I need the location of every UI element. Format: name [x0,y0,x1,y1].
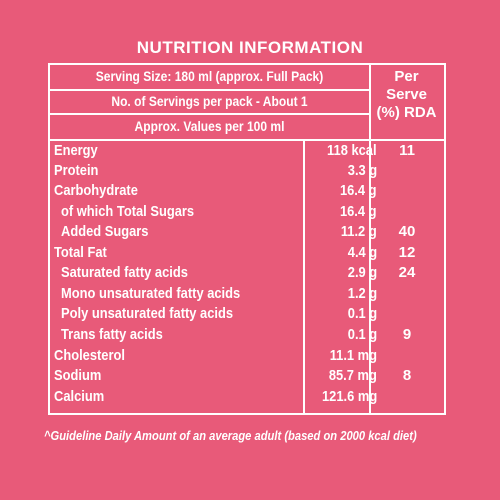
panel-title: NUTRITION INFORMATION [136,38,364,57]
nutrient-row-carbohydrate: Carbohydrate 16.4 g [0,182,500,202]
nutrient-row-added-sugars: Added Sugars 11.2 g 40 [0,223,500,243]
nutrient-name: Energy [54,142,98,159]
nutrient-value: 2.9 g [347,264,377,281]
nutrient-rda: 12 [398,244,416,261]
nutrient-name: Saturated fatty acids [61,264,188,281]
nutrient-row-energy: Energy 118 kcal 11 [0,142,500,162]
nutrient-rda: 9 [402,326,412,343]
nutrient-value: 118 kcal [327,142,377,159]
nutrient-name: Protein [54,162,99,179]
approx-values-text: Approx. Values per 100 ml [134,118,285,134]
nutrient-value: 16.4 g [340,182,377,199]
nutrient-row-sodium: Sodium 85.7 mg 8 [0,367,500,387]
nutrient-row-total-fat: Total Fat 4.4 g 12 [0,244,500,264]
nutrient-value: 11.2 g [341,223,377,240]
nutrient-row-saturated-fat: Saturated fatty acids 2.9 g 24 [0,264,500,284]
nutrient-name: Calcium [54,388,105,405]
nutrient-row-trans-fat: Trans fatty acids 0.1 g 9 [0,326,500,346]
nutrient-row-total-sugars: of which Total Sugars 16.4 g [0,203,500,223]
nutrient-row-protein: Protein 3.3 g [0,162,500,182]
nutrient-row-poly-unsaturated: Poly unsaturated fatty acids 0.1 g [0,305,500,325]
nutrient-value: 11.1 mg [329,347,377,364]
nutrient-name: of which Total Sugars [61,203,195,220]
nutrient-row-cholesterol: Cholesterol 11.1 mg [0,347,500,367]
nutrient-value: 3.3 g [347,162,377,179]
header-divider-3 [48,139,446,141]
nutrient-name: Carbohydrate [54,182,138,199]
nutrient-value: 121.6 mg [321,388,377,405]
nutrient-name: Total Fat [54,244,107,261]
servings-per-pack-text: No. of Servings per pack - About 1 [111,93,308,109]
nutrient-name: Cholesterol [54,347,125,364]
serving-size-text: Serving Size: 180 ml (approx. Full Pack) [95,68,324,84]
nutrient-rda: 24 [398,264,416,281]
rda-column-header: Per Serve (%) RDA [369,68,444,122]
nutrition-table [48,63,446,415]
nutrient-value: 4.4 g [347,244,377,261]
footnote: ^Guideline Daily Amount of an average ad… [44,428,417,443]
nutrient-name: Mono unsaturated fatty acids [61,285,241,302]
rda-header-line-1: Per [394,68,419,85]
nutrient-value: 0.1 g [347,305,377,322]
nutrient-value: 0.1 g [347,326,377,343]
nutrient-rda: 40 [398,223,416,240]
header-divider-2 [48,113,369,115]
nutrient-name: Poly unsaturated fatty acids [61,305,234,322]
rda-column-divider [369,63,371,415]
rda-header-line-3: (%) RDA [376,104,437,121]
header-divider-1 [48,89,369,91]
nutrient-row-calcium: Calcium 121.6 mg [0,388,500,408]
nutrient-name: Sodium [54,367,102,384]
nutrient-rda: 8 [402,367,412,384]
nutrient-rda: 11 [399,142,415,159]
value-column-divider [303,139,305,415]
nutrient-row-mono-unsaturated: Mono unsaturated fatty acids 1.2 g [0,285,500,305]
nutrient-value: 85.7 mg [328,367,377,384]
nutrient-name: Trans fatty acids [61,326,163,343]
rda-header-line-2: Serve [386,86,427,103]
nutrient-value: 1.2 g [347,285,377,302]
nutrient-value: 16.4 g [340,203,377,220]
nutrient-name: Added Sugars [61,223,149,240]
